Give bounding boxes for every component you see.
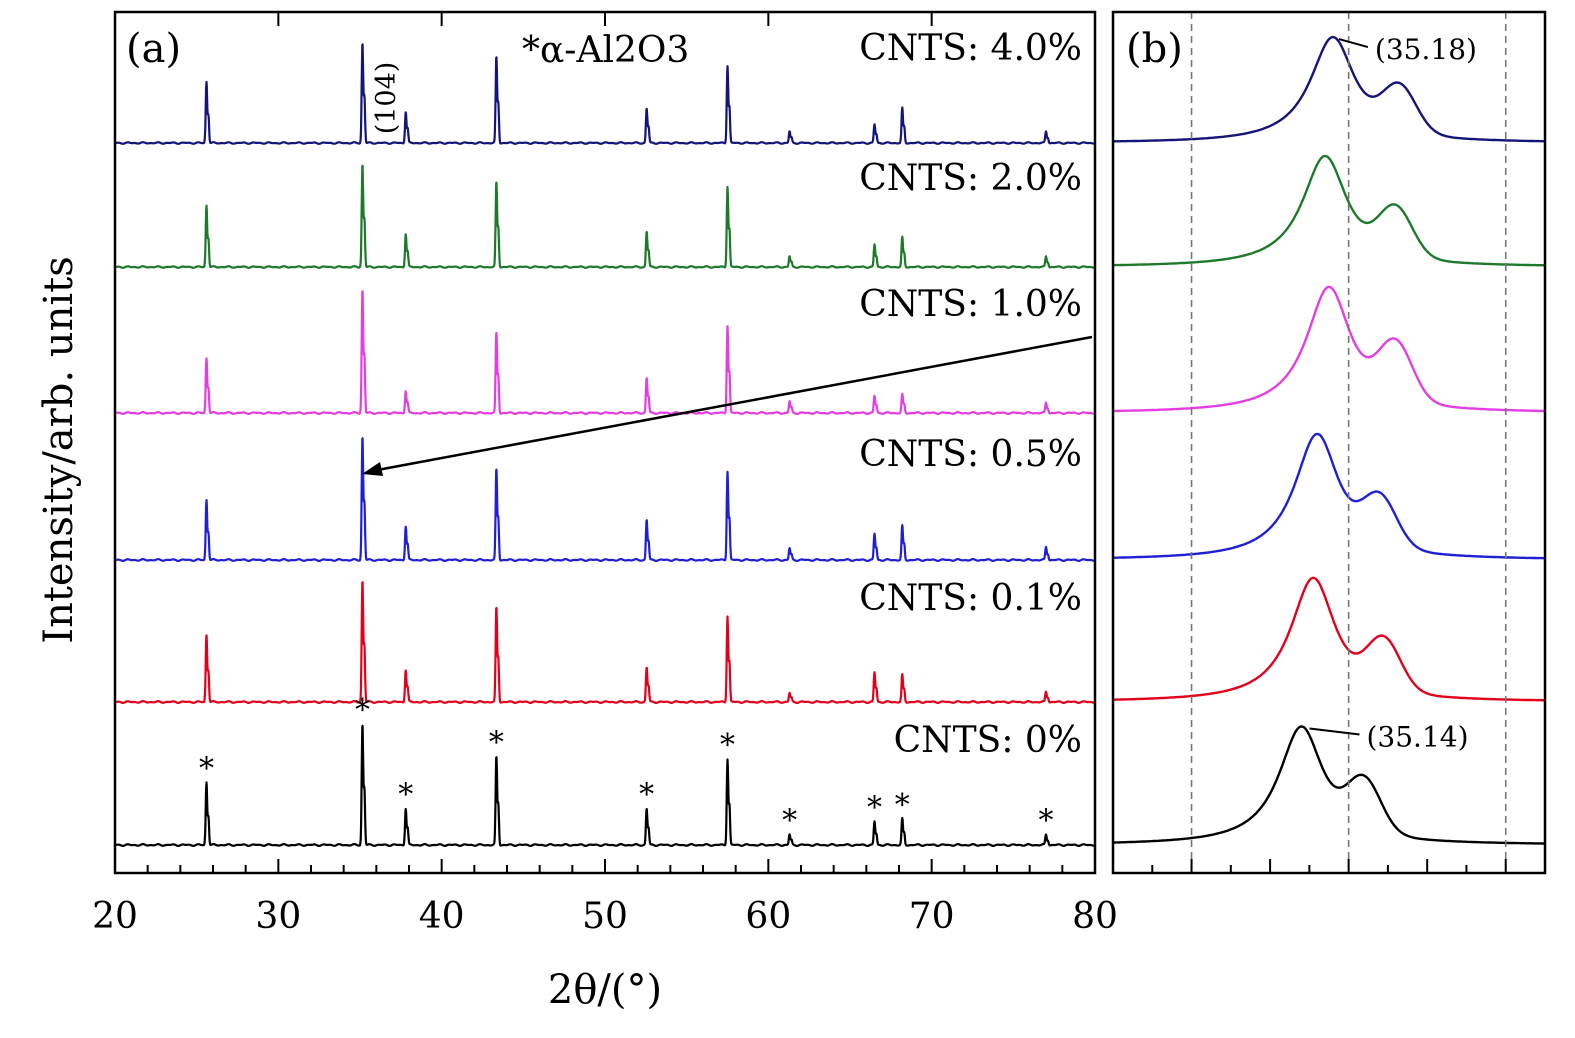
alpha-peak-marker: * bbox=[720, 728, 735, 763]
panel-a-series-4.0% bbox=[114, 43, 1096, 145]
chart-text: 20 30 40 50 60 70 80 2θ/(°) Intensity/arb. units… bbox=[36, 26, 1477, 1013]
alpha-peak-marker: * bbox=[199, 752, 214, 787]
panel-a-tag: (a) bbox=[126, 26, 181, 72]
panel-a-series-0% bbox=[114, 724, 1096, 847]
x-tick-label-20: 20 bbox=[92, 896, 138, 937]
miller-index-104: (104) bbox=[371, 62, 402, 135]
alpha-peak-marker: * bbox=[489, 726, 504, 761]
panel-b-frame bbox=[1111, 10, 1547, 875]
panel-b-series-0.1% bbox=[1113, 576, 1545, 702]
shift-arrow-line bbox=[371, 335, 1093, 473]
annotation-35-14: (35.14) bbox=[1367, 720, 1469, 753]
series-label-1.0%: CNTS: 1.0% bbox=[859, 284, 1082, 325]
panel-b-series-0% bbox=[1113, 725, 1545, 845]
y-axis-title: Intensity/arb. units bbox=[36, 256, 82, 643]
alpha-peak-marker: * bbox=[782, 804, 797, 839]
series-label-2.0%: CNTS: 2.0% bbox=[859, 158, 1082, 199]
x-tick-label-30: 30 bbox=[255, 896, 301, 937]
annotation-35-18: (35.18) bbox=[1375, 33, 1477, 66]
alpha-peak-marker: * bbox=[867, 791, 882, 826]
alpha-peak-marker: * bbox=[355, 693, 370, 728]
x-tick-label-70: 70 bbox=[909, 896, 955, 937]
alpha-peak-marker: * bbox=[639, 778, 654, 813]
panel-a-series-2.0% bbox=[114, 164, 1096, 269]
leader-line-35-14 bbox=[1309, 727, 1360, 736]
series-label-4.0%: CNTS: 4.0% bbox=[859, 28, 1082, 69]
series-label-0%: CNTS: 0% bbox=[894, 720, 1082, 761]
panel-b-series-0.5% bbox=[1112, 432, 1545, 560]
shift-arrow-head bbox=[362, 462, 383, 476]
panel-a-series-0.5% bbox=[114, 437, 1096, 562]
panel-b-series-1.0% bbox=[1113, 285, 1545, 413]
x-tick-label-50: 50 bbox=[582, 896, 628, 937]
alpha-peak-marker: * bbox=[895, 788, 910, 823]
panel-b-tag: (b) bbox=[1126, 26, 1183, 72]
x-tick-label-80: 80 bbox=[1072, 896, 1118, 937]
x-axis-title: 2θ/(°) bbox=[548, 967, 662, 1013]
alpha-peak-marker: * bbox=[1039, 804, 1054, 839]
panel-a-series-0.1% bbox=[114, 581, 1096, 704]
alpha-al2o3-legend: *α-Al2O3 bbox=[522, 30, 689, 71]
panel-a-series-1.0% bbox=[114, 290, 1096, 415]
series-label-0.1%: CNTS: 0.1% bbox=[859, 578, 1082, 619]
panel-b-traces bbox=[1112, 35, 1545, 845]
x-tick-label-40: 40 bbox=[419, 896, 465, 937]
leader-line-35-18 bbox=[1338, 38, 1369, 48]
panel-a-traces bbox=[114, 43, 1096, 847]
panel-b-series-2.0% bbox=[1112, 154, 1545, 267]
axes bbox=[113, 10, 1547, 875]
alpha-peak-marker: * bbox=[398, 778, 413, 813]
x-tick-label-60: 60 bbox=[745, 896, 791, 937]
panel-b-series-4.0% bbox=[1112, 35, 1545, 143]
series-label-0.5%: CNTS: 0.5% bbox=[859, 434, 1082, 475]
